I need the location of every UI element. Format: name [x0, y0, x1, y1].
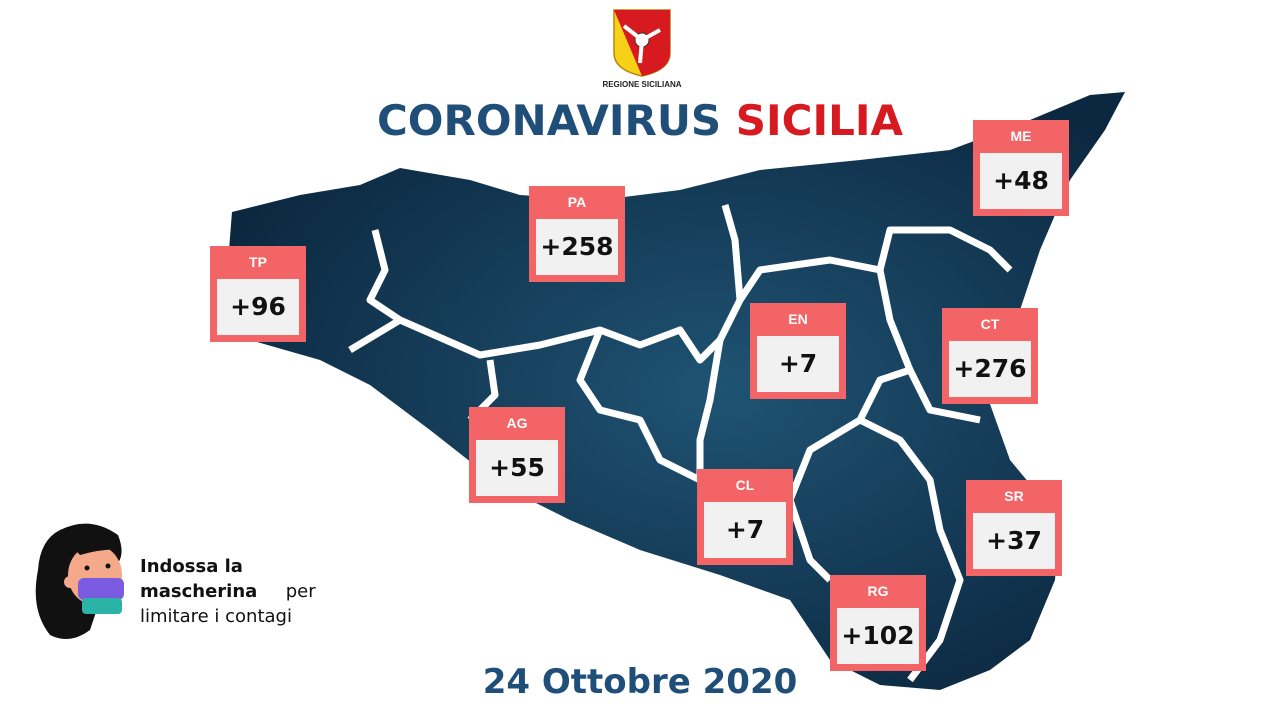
province-badge-sr: SR +37: [966, 480, 1062, 576]
page-title: CORONAVIRUS SICILIA: [376, 96, 904, 145]
report-date: 24 Ottobre 2020: [482, 662, 798, 702]
island-shape: [225, 92, 1125, 690]
mask-advice-text: Indossa la mascherina per limitare i con…: [140, 556, 316, 627]
province-badge-cl: CL +7: [697, 469, 793, 565]
province-badge-pa: PA +258: [529, 186, 625, 282]
masked-woman-illustration: [30, 520, 130, 649]
province-badge-tp: TP +96: [210, 246, 306, 342]
province-badge-ct: CT +276: [942, 308, 1038, 404]
province-borders: [348, 204, 1013, 683]
province-badge-ag: AG +55: [469, 407, 565, 503]
logo-text: REGIONE SICILIANA: [602, 80, 682, 89]
province-badge-en: EN +7: [750, 303, 846, 399]
regione-siciliana-logo: [612, 8, 672, 82]
province-badge-me: ME +48: [973, 120, 1069, 216]
province-badge-rg: RG +102: [830, 575, 926, 671]
